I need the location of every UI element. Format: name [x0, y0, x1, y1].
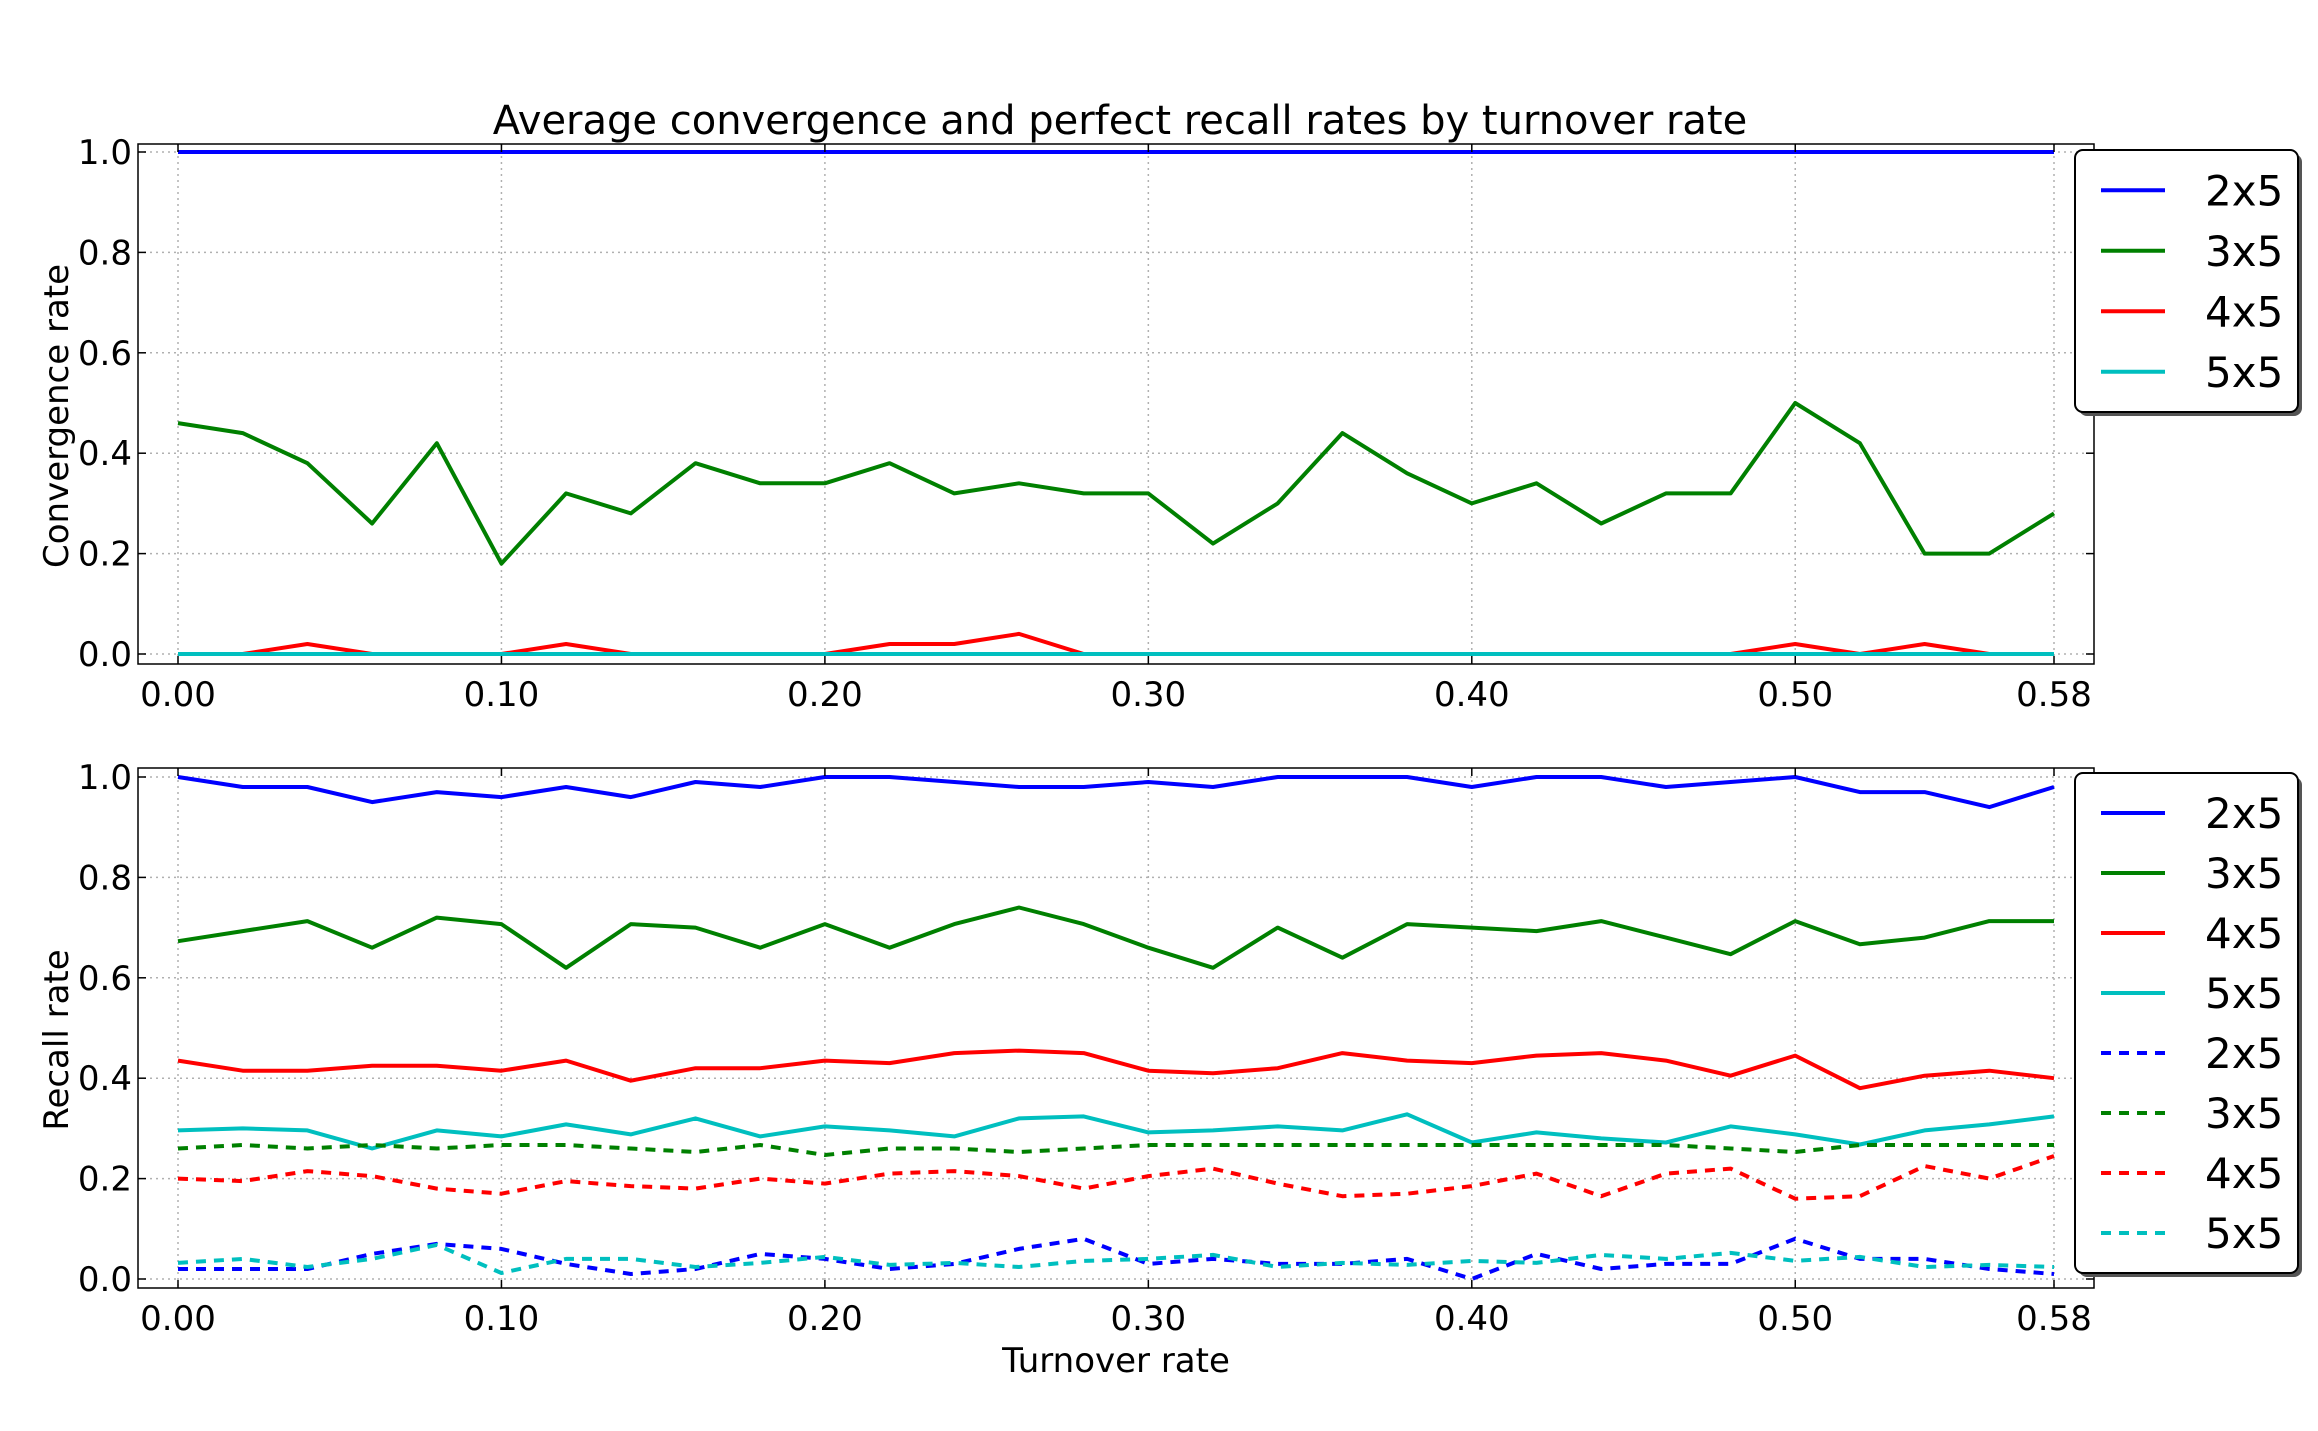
- y-tick-label: 0.0: [78, 1260, 132, 1300]
- x-tick-label: 0.00: [140, 675, 216, 715]
- x-tick-label: 0.58: [2016, 675, 2092, 715]
- series-line-3x5-dashed: [177, 1143, 2054, 1157]
- series-line-2x5-dashed: [178, 1236, 2055, 1281]
- legend-label: 3x5: [2205, 227, 2283, 276]
- x-tick-label: 0.30: [1110, 1299, 1186, 1339]
- x-axis-label: Turnover rate: [1001, 1341, 1230, 1381]
- plot-frame: [137, 767, 2095, 1289]
- legend-label: 4x5: [2205, 287, 2283, 336]
- x-tick-label: 0.10: [464, 675, 540, 715]
- legend-label: 5x5: [2205, 969, 2283, 1018]
- series-line-2x5: [177, 775, 2055, 810]
- y-tick-label: 1.0: [78, 133, 132, 173]
- series-line-3x5: [177, 401, 2056, 566]
- x-tick-label: 0.40: [1434, 1299, 1510, 1339]
- chart-title: Average convergence and perfect recall r…: [493, 98, 1747, 144]
- x-tick-label: 0.40: [1434, 675, 1510, 715]
- legend-label: 3x5: [2205, 1089, 2283, 1138]
- x-tick-label: 0.30: [1110, 675, 1186, 715]
- x-tick-label: 0.50: [1757, 1299, 1833, 1339]
- y-tick-label: 0.8: [78, 233, 132, 273]
- y-tick-label: 0.6: [78, 959, 132, 999]
- x-tick-label: 0.00: [140, 1299, 216, 1339]
- y-axis-label: Convergence rate: [37, 264, 77, 568]
- series-line-5x5: [177, 1112, 2055, 1151]
- y-tick-label: 0.2: [78, 535, 132, 575]
- y-tick-label: 0.8: [78, 858, 132, 898]
- legend-label: 2x5: [2205, 166, 2283, 215]
- panel-2: 0.00 0.10 0.20 0.30 0.40 0.50 0.58 0.0 0.2 0.4 0.6…: [37, 758, 2302, 1381]
- y-tick-label: 0.6: [78, 334, 132, 374]
- legend-box: [2074, 149, 2299, 413]
- y-tick-label: 0.2: [78, 1160, 132, 1200]
- legend: 2x5 3x5 4x5 5x5 2x5 3x5 4x5 5x5: [2074, 772, 2302, 1277]
- series-line-4x5: [178, 631, 2054, 656]
- legend-label: 4x5: [2205, 1149, 2283, 1198]
- x-tick-label: 0.10: [464, 1299, 540, 1339]
- x-tick-label: 0.20: [787, 675, 863, 715]
- series-line-3x5: [177, 905, 2054, 970]
- x-tick-label: 0.58: [2016, 1299, 2092, 1339]
- plot-frame: [137, 143, 2095, 665]
- y-tick-label: 0.0: [78, 635, 132, 675]
- legend-box: [2074, 772, 2299, 1274]
- legend-label: 5x5: [2205, 1209, 2283, 1258]
- legend: 2x5 3x5 4x5 5x5: [2074, 149, 2302, 416]
- legend-label: 2x5: [2205, 789, 2283, 838]
- x-tick-label: 0.50: [1757, 675, 1833, 715]
- panel-1: 0.00 0.10 0.20 0.30 0.40 0.50 0.58 0.0 0.2 0.4 0.6…: [37, 133, 2302, 715]
- y-axis-label: Recall rate: [37, 949, 77, 1130]
- legend-label: 5x5: [2205, 348, 2283, 397]
- y-tick-label: 0.4: [78, 1059, 132, 1099]
- legend-label: 3x5: [2205, 849, 2283, 898]
- x-tick-label: 0.20: [787, 1299, 863, 1339]
- series-line-4x5-dashed: [177, 1154, 2055, 1201]
- series-line-4x5: [177, 1048, 2055, 1091]
- legend-label: 2x5: [2205, 1029, 2283, 1078]
- y-tick-label: 0.4: [78, 434, 132, 474]
- y-tick-label: 1.0: [78, 758, 132, 798]
- legend-label: 4x5: [2205, 909, 2283, 958]
